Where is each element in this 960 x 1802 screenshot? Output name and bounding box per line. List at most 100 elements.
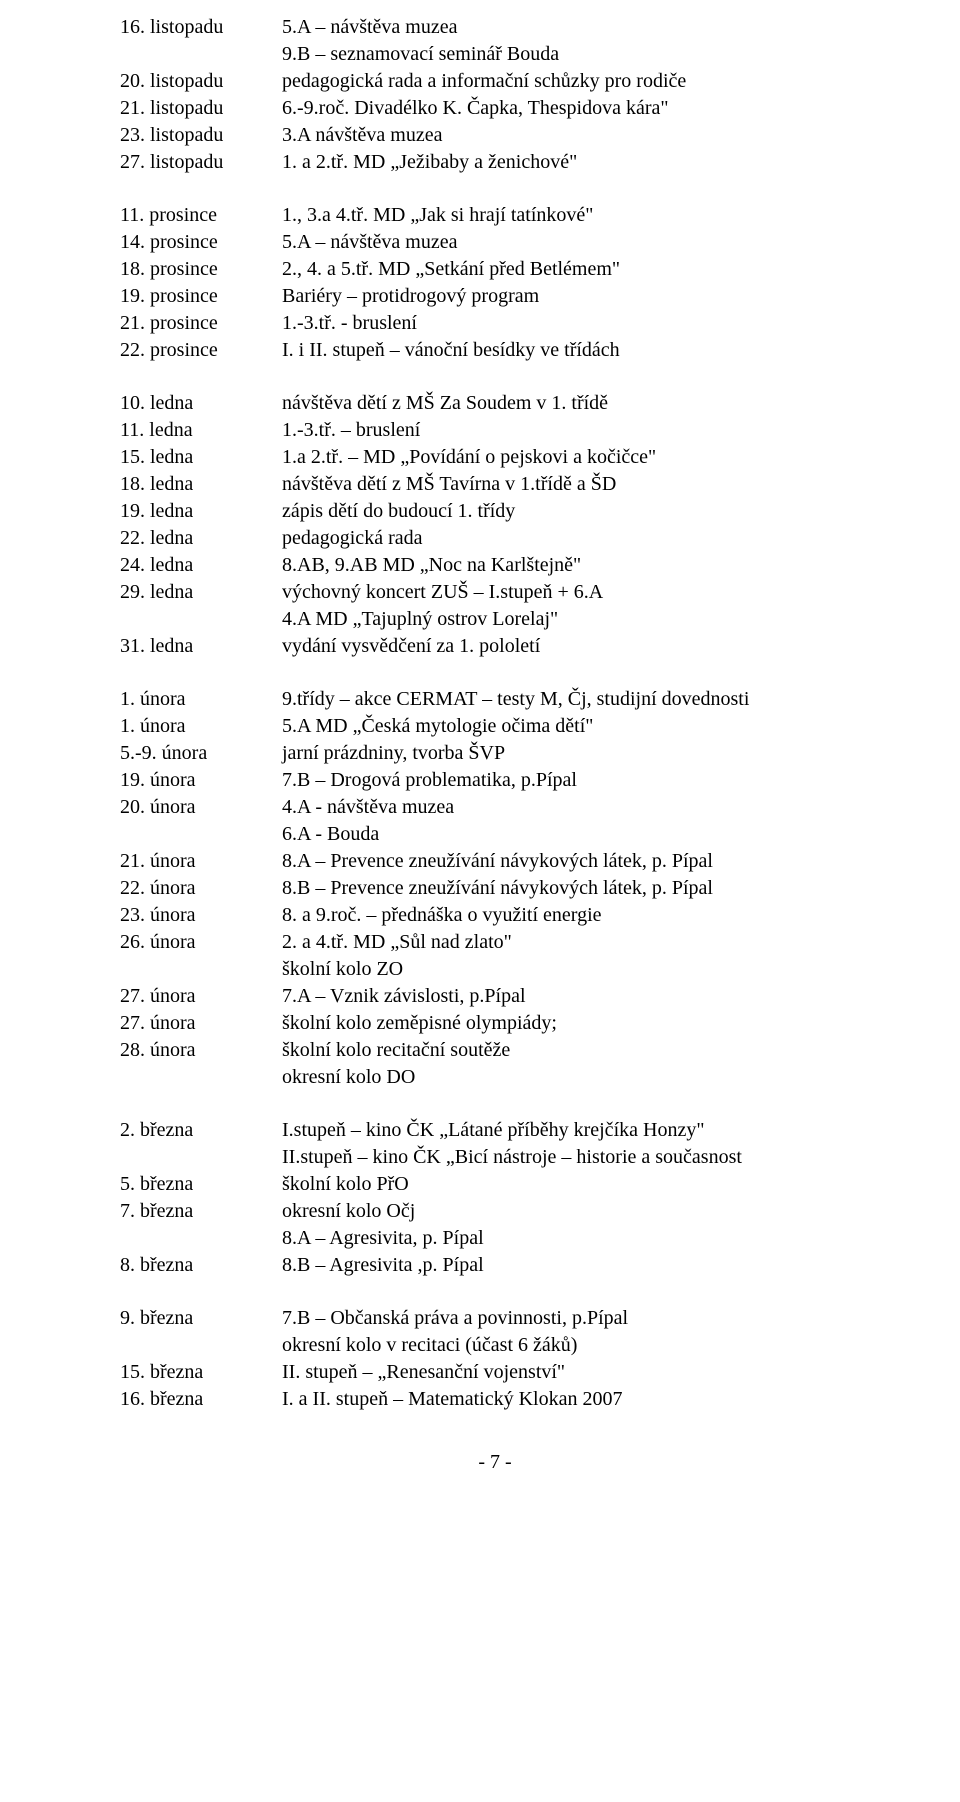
event-date: 14. prosince xyxy=(120,229,282,256)
event-date: 16. března xyxy=(120,1386,282,1413)
event-row: okresní kolo DO xyxy=(120,1064,870,1091)
event-row: 6.A - Bouda xyxy=(120,821,870,848)
event-description: I. a II. stupeň – Matematický Klokan 200… xyxy=(282,1386,870,1413)
event-row: 8.A – Agresivita, p. Pípal xyxy=(120,1225,870,1252)
event-description: 8.A – Prevence zneužívání návykových lát… xyxy=(282,848,870,875)
event-description: 7.A – Vznik závislosti, p.Pípal xyxy=(282,983,870,1010)
event-date: 2. března xyxy=(120,1117,282,1144)
event-description: Bariéry – protidrogový program xyxy=(282,283,870,310)
event-date: 5.-9. února xyxy=(120,740,282,767)
event-row: 8. března8.B – Agresivita ,p. Pípal xyxy=(120,1252,870,1279)
event-row: 22. února8.B – Prevence zneužívání návyk… xyxy=(120,875,870,902)
event-row: 31. lednavydání vysvědčení za 1. pololet… xyxy=(120,633,870,660)
event-row: 23. listopadu3.A návštěva muzea xyxy=(120,122,870,149)
event-date: 15. ledna xyxy=(120,444,282,471)
event-date: 27. února xyxy=(120,1010,282,1037)
event-row: 10. lednanávštěva dětí z MŠ Za Soudem v … xyxy=(120,390,870,417)
event-row: 9. března7.B – Občanská práva a povinnos… xyxy=(120,1305,870,1332)
event-date: 31. ledna xyxy=(120,633,282,660)
event-description: jarní prázdniny, tvorba ŠVP xyxy=(282,740,870,767)
event-description: II.stupeň – kino ČK „Bicí nástroje – his… xyxy=(282,1144,870,1171)
event-description: pedagogická rada xyxy=(282,525,870,552)
event-row: 2. březnaI.stupeň – kino ČK „Látané příb… xyxy=(120,1117,870,1144)
event-description: 2. a 4.tř. MD „Sůl nad zlato" xyxy=(282,929,870,956)
event-row: 19. lednazápis dětí do budoucí 1. třídy xyxy=(120,498,870,525)
event-row: 19. prosinceBariéry – protidrogový progr… xyxy=(120,283,870,310)
event-row: 4.A MD „Tajuplný ostrov Lorelaj" xyxy=(120,606,870,633)
event-date: 20. listopadu xyxy=(120,68,282,95)
event-row: 5. březnaškolní kolo PřO xyxy=(120,1171,870,1198)
event-block: 9. března7.B – Občanská práva a povinnos… xyxy=(120,1305,870,1413)
event-date: 22. prosince xyxy=(120,337,282,364)
event-row: 15. ledna1.a 2.tř. – MD „Povídání o pejs… xyxy=(120,444,870,471)
event-block: 1. února9.třídy – akce CERMAT – testy M,… xyxy=(120,686,870,1091)
event-row: 9.B – seznamovací seminář Bouda xyxy=(120,41,870,68)
event-date: 21. prosince xyxy=(120,310,282,337)
event-row: 29. lednavýchovný koncert ZUŠ – I.stupeň… xyxy=(120,579,870,606)
event-date: 27. února xyxy=(120,983,282,1010)
event-date: 10. ledna xyxy=(120,390,282,417)
event-row: 23. února8. a 9.roč. – přednáška o využi… xyxy=(120,902,870,929)
event-row: 21. února8.A – Prevence zneužívání návyk… xyxy=(120,848,870,875)
event-row: 20. února4.A - návštěva muzea xyxy=(120,794,870,821)
document-body: 16. listopadu5.A – návštěva muzea9.B – s… xyxy=(120,14,870,1413)
event-date: 7. března xyxy=(120,1198,282,1225)
event-date: 15. března xyxy=(120,1359,282,1386)
event-description: 8. a 9.roč. – přednáška o využití energi… xyxy=(282,902,870,929)
event-date: 26. února xyxy=(120,929,282,956)
event-description: návštěva dětí z MŠ Za Soudem v 1. třídě xyxy=(282,390,870,417)
event-date: 24. ledna xyxy=(120,552,282,579)
event-date: 28. února xyxy=(120,1037,282,1064)
event-description: 7.B – Drogová problematika, p.Pípal xyxy=(282,767,870,794)
event-row: 28. únoraškolní kolo recitační soutěže xyxy=(120,1037,870,1064)
event-date: 21. listopadu xyxy=(120,95,282,122)
event-description: okresní kolo v recitaci (účast 6 žáků) xyxy=(282,1332,870,1359)
event-description: 1., 3.a 4.tř. MD „Jak si hrají tatínkové… xyxy=(282,202,870,229)
event-row: 19. února7.B – Drogová problematika, p.P… xyxy=(120,767,870,794)
event-description: 6.A - Bouda xyxy=(282,821,870,848)
event-description: 4.A MD „Tajuplný ostrov Lorelaj" xyxy=(282,606,870,633)
event-row: 20. listopadupedagogická rada a informač… xyxy=(120,68,870,95)
event-description: okresní kolo Očj xyxy=(282,1198,870,1225)
event-description: I. i II. stupeň – vánoční besídky ve tří… xyxy=(282,337,870,364)
event-description: 5.A – návštěva muzea xyxy=(282,14,870,41)
event-row: 22. lednapedagogická rada xyxy=(120,525,870,552)
event-date: 23. listopadu xyxy=(120,122,282,149)
event-row: 27. únoraškolní kolo zeměpisné olympiády… xyxy=(120,1010,870,1037)
event-description: 5.A – návštěva muzea xyxy=(282,229,870,256)
event-date: 16. listopadu xyxy=(120,14,282,41)
event-date: 18. prosince xyxy=(120,256,282,283)
event-description: 1.a 2.tř. – MD „Povídání o pejskovi a ko… xyxy=(282,444,870,471)
event-row: 18. prosince2., 4. a 5.tř. MD „Setkání p… xyxy=(120,256,870,283)
event-date: 9. března xyxy=(120,1305,282,1332)
event-description: 9.B – seznamovací seminář Bouda xyxy=(282,41,870,68)
event-description: 6.-9.roč. Divadélko K. Čapka, Thespidova… xyxy=(282,95,870,122)
event-description: výchovný koncert ZUŠ – I.stupeň + 6.A xyxy=(282,579,870,606)
event-date: 8. března xyxy=(120,1252,282,1279)
event-block: 11. prosince1., 3.a 4.tř. MD „Jak si hra… xyxy=(120,202,870,364)
event-row: 5.-9. únorajarní prázdniny, tvorba ŠVP xyxy=(120,740,870,767)
event-block: 10. lednanávštěva dětí z MŠ Za Soudem v … xyxy=(120,390,870,660)
event-description: 1.-3.tř. – bruslení xyxy=(282,417,870,444)
event-description: 5.A MD „Česká mytologie očima dětí" xyxy=(282,713,870,740)
event-description: 9.třídy – akce CERMAT – testy M, Čj, stu… xyxy=(282,686,870,713)
event-date: 29. ledna xyxy=(120,579,282,606)
event-description: II. stupeň – „Renesanční vojenství" xyxy=(282,1359,870,1386)
event-date: 27. listopadu xyxy=(120,149,282,176)
event-description: školní kolo ZO xyxy=(282,956,870,983)
event-row: 16. březnaI. a II. stupeň – Matematický … xyxy=(120,1386,870,1413)
event-date: 22. ledna xyxy=(120,525,282,552)
event-description: 1.-3.tř. - bruslení xyxy=(282,310,870,337)
event-date: 19. prosince xyxy=(120,283,282,310)
event-row: 27. února7.A – Vznik závislosti, p.Pípal xyxy=(120,983,870,1010)
event-row: 21. prosince1.-3.tř. - bruslení xyxy=(120,310,870,337)
event-row: 26. února2. a 4.tř. MD „Sůl nad zlato" xyxy=(120,929,870,956)
event-date: 1. února xyxy=(120,713,282,740)
event-description: 8.AB, 9.AB MD „Noc na Karlštejně" xyxy=(282,552,870,579)
event-row: 16. listopadu5.A – návštěva muzea xyxy=(120,14,870,41)
event-date: 5. března xyxy=(120,1171,282,1198)
event-row: 11. prosince1., 3.a 4.tř. MD „Jak si hra… xyxy=(120,202,870,229)
event-row: 27. listopadu1. a 2.tř. MD „Ježibaby a ž… xyxy=(120,149,870,176)
event-row: okresní kolo v recitaci (účast 6 žáků) xyxy=(120,1332,870,1359)
event-date: 18. ledna xyxy=(120,471,282,498)
